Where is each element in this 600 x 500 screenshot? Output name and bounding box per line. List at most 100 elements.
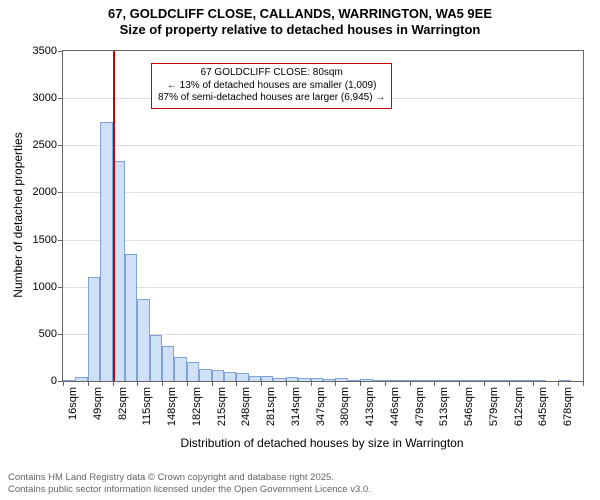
x-tick (162, 381, 163, 386)
x-tick-label: 82sqm (117, 387, 129, 420)
x-tick-label: 413sqm (364, 387, 376, 426)
histogram-bar (509, 380, 521, 381)
annotation-line: 67 GOLDCLIFF CLOSE: 80sqm (158, 67, 385, 80)
footer-line-1: Contains HM Land Registry data © Crown c… (8, 472, 371, 484)
x-tick (212, 381, 213, 386)
histogram-bar (348, 380, 360, 381)
x-tick (459, 381, 460, 386)
histogram-bar (373, 380, 385, 381)
x-tick-label: 380sqm (339, 387, 351, 426)
histogram-bar (434, 380, 446, 381)
x-tick-label: 513sqm (438, 387, 450, 426)
y-axis-label: Number of detached properties (11, 132, 25, 297)
x-tick-label: 612sqm (513, 387, 525, 426)
gridline (63, 287, 583, 288)
x-tick-label: 215sqm (216, 387, 228, 426)
y-tick-label: 2000 (33, 186, 63, 198)
x-tick (261, 381, 262, 386)
x-tick-label: 281sqm (265, 387, 277, 426)
histogram-bar (137, 299, 149, 381)
x-tick-label: 347sqm (315, 387, 327, 426)
x-tick-label: 546sqm (463, 387, 475, 426)
x-tick-label: 678sqm (562, 387, 574, 426)
x-tick (484, 381, 485, 386)
histogram-bar (187, 362, 199, 381)
x-axis-label: Distribution of detached houses by size … (180, 436, 463, 450)
annotation-box: 67 GOLDCLIFF CLOSE: 80sqm← 13% of detach… (151, 63, 392, 109)
x-tick-label: 115sqm (141, 387, 153, 425)
histogram-bar (323, 379, 335, 381)
histogram-bar (249, 376, 261, 381)
x-tick (385, 381, 386, 386)
x-tick (236, 381, 237, 386)
chart-area: 0 500 1000 1500 2000 2500 3000 3500 16sqm 49sqm 82… (0, 42, 600, 462)
y-tick-label: 1500 (33, 234, 63, 246)
attribution-footer: Contains HM Land Registry data © Crown c… (8, 472, 371, 496)
y-tick-label: 2500 (33, 139, 63, 151)
x-tick-label: 49sqm (92, 387, 104, 420)
histogram-bar (224, 372, 236, 381)
footer-line-2: Contains public sector information licen… (8, 484, 371, 496)
annotation-line: 87% of semi-detached houses are larger (… (158, 92, 385, 105)
histogram-bar (261, 376, 273, 381)
histogram-bar (125, 254, 137, 381)
histogram-bar (75, 377, 87, 381)
x-tick (187, 381, 188, 386)
histogram-bar (335, 378, 347, 381)
histogram-bar (459, 380, 471, 381)
histogram-bar (212, 370, 224, 381)
y-tick-label: 500 (39, 328, 63, 340)
x-tick (434, 381, 435, 386)
x-tick (335, 381, 336, 386)
histogram-bar (236, 373, 248, 381)
histogram-bar (447, 380, 459, 381)
histogram-bar (533, 380, 545, 381)
histogram-bar (360, 379, 372, 381)
chart-title-line-2: Size of property relative to detached ho… (0, 22, 600, 38)
x-tick-label: 182sqm (191, 387, 203, 426)
annotation-line: ← 13% of detached houses are smaller (1,… (158, 80, 385, 93)
subject-marker-line (113, 51, 115, 381)
chart-title-block: 67, GOLDCLIFF CLOSE, CALLANDS, WARRINGTO… (0, 0, 600, 39)
histogram-bar (410, 380, 422, 381)
x-tick (63, 381, 64, 386)
x-tick (113, 381, 114, 386)
histogram-bar (199, 369, 211, 381)
histogram-bar (298, 378, 310, 381)
y-tick-label: 3000 (33, 92, 63, 104)
x-tick-label: 16sqm (67, 387, 79, 420)
chart-title-line-1: 67, GOLDCLIFF CLOSE, CALLANDS, WARRINGTO… (0, 6, 600, 22)
x-tick-label: 479sqm (414, 387, 426, 426)
histogram-bar (88, 277, 100, 381)
x-tick (311, 381, 312, 386)
histogram-bar (100, 122, 112, 381)
x-tick (410, 381, 411, 386)
y-tick-label: 1000 (33, 281, 63, 293)
gridline (63, 145, 583, 146)
histogram-bar (174, 357, 186, 381)
histogram-bar (286, 377, 298, 381)
histogram-bar (558, 380, 570, 381)
histogram-bar (496, 380, 508, 381)
histogram-bar (162, 346, 174, 381)
histogram-bar (63, 380, 75, 381)
x-tick (88, 381, 89, 386)
histogram-bar (397, 380, 409, 381)
histogram-bar (273, 378, 285, 381)
x-tick (360, 381, 361, 386)
x-tick (533, 381, 534, 386)
gridline (63, 192, 583, 193)
y-tick-label: 3500 (33, 45, 63, 57)
x-tick-label: 314sqm (290, 387, 302, 426)
x-tick (558, 381, 559, 386)
histogram-bar (385, 380, 397, 381)
histogram-bar (150, 335, 162, 381)
x-tick-label: 446sqm (389, 387, 401, 426)
x-tick-label: 248sqm (240, 387, 252, 426)
y-tick-label: 0 (51, 375, 63, 387)
histogram-bar (422, 380, 434, 381)
plot-area: 050010001500200025003000350016sqm49sqm82… (62, 50, 584, 382)
x-tick (583, 381, 584, 386)
histogram-bar (484, 380, 496, 381)
x-tick (286, 381, 287, 386)
